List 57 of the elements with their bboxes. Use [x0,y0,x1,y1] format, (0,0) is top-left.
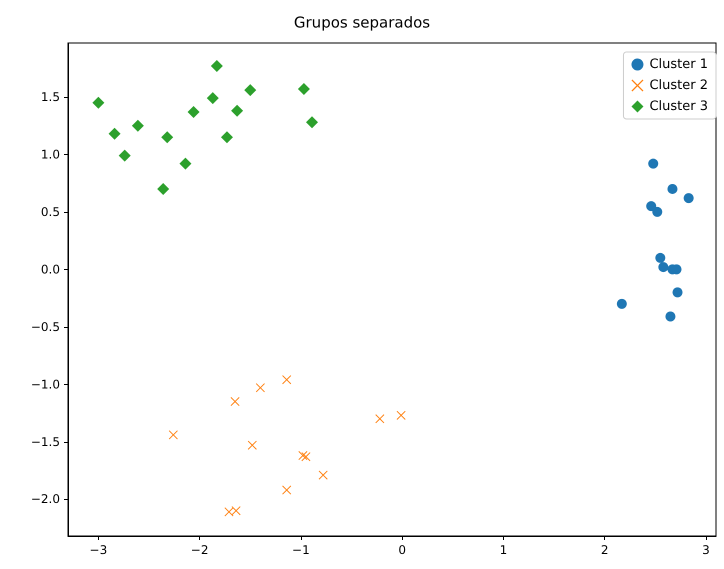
point [92,96,104,109]
point [375,414,384,424]
point [684,193,694,204]
point [658,262,668,272]
y-tick-label: 0.0 [40,262,60,276]
x-tick-label: 0 [398,543,406,557]
point [665,312,676,322]
y-tick-label: −1.0 [30,377,60,392]
y-tick-label: −0.5 [30,320,60,334]
point [232,506,241,516]
point [161,131,174,144]
point [168,430,178,440]
x-tick-label: 3 [702,543,710,557]
x-tick-label: 2 [600,543,608,557]
legend-label: Cluster 2 [649,78,708,93]
point [210,60,223,72]
point [179,158,192,170]
chart-title: Grupos separados [294,14,430,32]
point [132,120,144,132]
point [396,410,406,420]
y-tick-label: 1.5 [40,90,60,104]
point [648,158,658,169]
point [646,201,656,212]
point [108,128,121,140]
point [206,92,219,104]
point [282,375,292,384]
point [655,252,666,263]
point [301,452,310,462]
point [672,287,683,298]
y-tick-label: 0.5 [40,204,60,219]
point [306,116,318,128]
point [667,184,678,194]
point [318,470,328,480]
point [652,206,662,217]
legend-label: Cluster 3 [649,99,708,114]
x-tick-label: −2 [190,543,208,557]
x-tick-label: −1 [292,543,310,557]
point [248,440,257,450]
point [231,104,244,117]
point [298,451,308,460]
point [282,486,292,495]
x-tick-label: 1 [500,543,508,557]
point [616,298,627,309]
y-tick-label: −2.0 [30,492,60,506]
point [188,106,200,118]
point [244,84,256,96]
y-tick-label: −1.5 [30,434,60,449]
point [118,150,131,162]
x-tick-label: −3 [90,543,108,557]
point [220,131,233,144]
y-tick-label: 1.0 [40,147,60,162]
point [256,383,265,392]
legend-label: Cluster 1 [649,57,708,72]
point [224,507,234,516]
point [230,397,240,406]
point [157,182,170,195]
point [298,82,310,95]
